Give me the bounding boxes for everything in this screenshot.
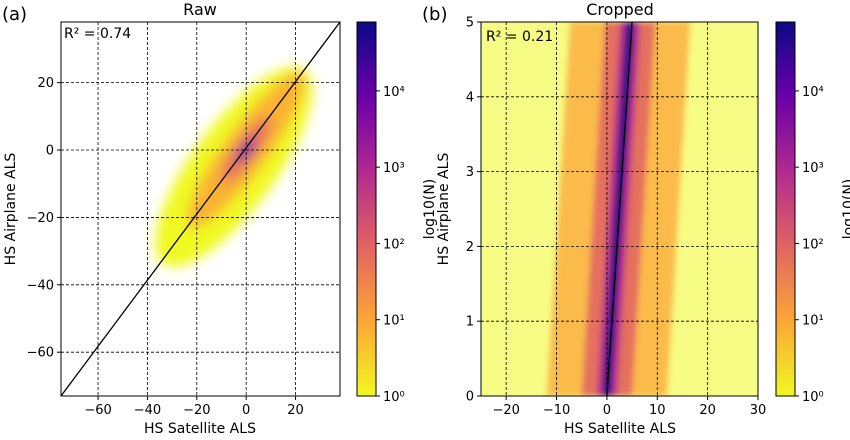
annotation-r2-a: R² = 0.74 (64, 26, 131, 42)
colorbar-gradient (775, 21, 796, 397)
y-tick-label: 2 (466, 240, 474, 255)
x-tick-label: 20 (699, 403, 716, 418)
colorbar-gradient (356, 21, 377, 397)
identity-line-a (61, 22, 340, 396)
chart-title-a: Raw (183, 0, 217, 19)
y-tick-label: 1 (466, 315, 474, 330)
density-cloud-a (155, 66, 313, 267)
colorbar-a: 10⁰ 10¹ 10² 10³ 10⁴ log10(N) (356, 21, 438, 405)
colorbar-tick-label: 10⁴ (802, 85, 824, 100)
colorbar-tick-label: 10² (802, 237, 824, 252)
x-tick-label: −60 (84, 403, 111, 418)
colorbar-tick-label: 10⁰ (802, 390, 824, 405)
colorbar-label: log10(N) (422, 179, 438, 240)
y-tick-label: 4 (466, 90, 474, 105)
colorbar-tick-label: 10³ (383, 161, 405, 176)
panel-label-b: (b) (422, 4, 447, 25)
panel-cropped: (b) Cropped −20 −10 0 10 20 30 0 1 2 3 4 5 R² = 0.2… (422, 0, 850, 437)
x-axis-label-a: HS Satellite ALS (144, 421, 256, 436)
colorbar-tick-label: 10¹ (383, 314, 405, 329)
x-tick-label: −20 (492, 403, 519, 418)
chart-title-b: Cropped (586, 0, 654, 19)
y-tick-label: 0 (46, 144, 54, 159)
y-tick-label: 20 (37, 76, 54, 91)
panel-raw: (a) Raw −60 −40 −20 0 20 −60 −40 −20 0 20 R² = 0.… (2, 0, 438, 437)
panel-label-a: (a) (2, 4, 27, 25)
y-tick-label: −40 (27, 278, 54, 293)
grid-a (61, 22, 340, 396)
y-tick-label: −20 (27, 211, 54, 226)
y-tick-label: −60 (27, 346, 54, 361)
annotation-r2-b: R² = 0.21 (486, 29, 553, 45)
x-tick-label: 30 (750, 403, 767, 418)
colorbar-tick-label: 10⁰ (383, 390, 405, 405)
identity-line (606, 22, 633, 396)
x-tick-label: −40 (134, 403, 161, 418)
y-axis-label-b: HS Airplane ALS (436, 153, 452, 266)
colorbar-tick-label: 10³ (802, 161, 824, 176)
plot-frame-b (480, 21, 759, 397)
plot-frame-a (60, 21, 341, 397)
y-tick-label: 5 (466, 16, 474, 31)
y-tick-label: 3 (466, 165, 474, 180)
colorbar-tick-label: 10¹ (802, 314, 824, 329)
axis-ticks-b: −20 −10 0 10 20 30 0 1 2 3 4 5 (466, 16, 767, 419)
x-tick-label: 0 (603, 403, 611, 418)
colorbar-b: 10⁰ 10¹ 10² 10³ 10⁴ log10(N) (775, 21, 850, 405)
grid-b (481, 22, 758, 396)
colorbar-label: log10(N) (841, 179, 850, 240)
identity-line-b (606, 22, 633, 396)
x-tick-label: 0 (242, 403, 250, 418)
x-axis-label-b: HS Satellite ALS (564, 421, 676, 436)
x-tick-label: −20 (183, 403, 210, 418)
x-tick-label: −10 (543, 403, 570, 418)
colorbar-tick-label: 10² (383, 237, 405, 252)
colorbar-tick-label: 10⁴ (383, 85, 405, 100)
axis-ticks-a: −60 −40 −20 0 20 −60 −40 −20 0 20 (27, 76, 304, 418)
y-axis-label-a: HS Airplane ALS (3, 153, 19, 266)
x-tick-label: 10 (649, 403, 666, 418)
x-tick-label: 20 (287, 403, 304, 418)
identity-line (61, 22, 340, 396)
y-tick-label: 0 (466, 390, 474, 405)
